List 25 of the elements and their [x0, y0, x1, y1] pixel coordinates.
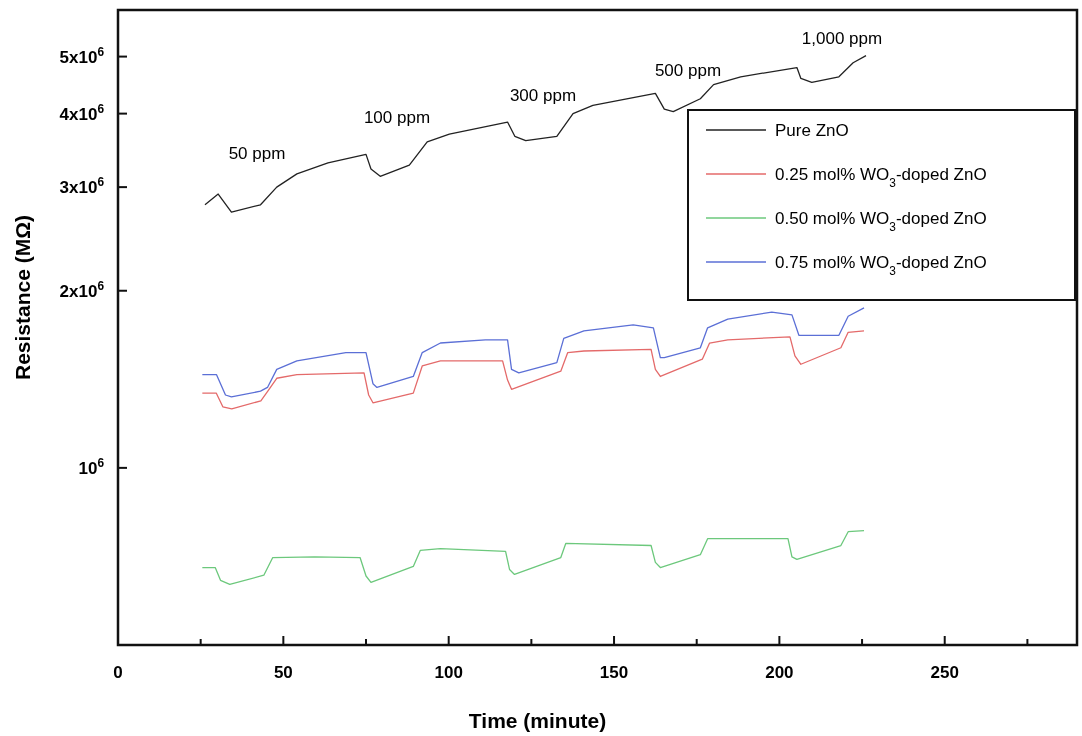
annotation: 1,000 ppm [801, 29, 883, 48]
y-axis-title: Resistance (MΩ) [11, 214, 34, 381]
y-tick-label: 2x10$^{6}$ [59, 278, 105, 301]
annotation: 300 ppm [509, 86, 577, 105]
line-series [201, 530, 865, 585]
annotation: 100 ppm [363, 108, 431, 127]
line-series [201, 307, 865, 398]
x-tick-label: 0 [113, 663, 123, 682]
legend-label: 0.50 mol% WO$_{3}$-doped ZnO [775, 209, 987, 234]
annotation: 50 ppm [228, 144, 286, 163]
y-tick-label: 3x10$^{6}$ [59, 175, 105, 198]
annotation: 500 ppm [654, 61, 722, 80]
legend-label: 0.75 mol% WO$_{3}$-doped ZnO [775, 253, 987, 278]
x-tick-label: 150 [599, 663, 629, 682]
x-tick-label: 100 [434, 663, 463, 682]
legend-label: 0.25 mol% WO$_{3}$-doped ZnO [775, 165, 987, 190]
x-tick-label: 250 [930, 663, 959, 682]
x-axis-title: Time (minute) [468, 709, 607, 732]
x-tick-label: 50 [273, 663, 293, 682]
x-tick-label: 200 [765, 663, 794, 682]
y-tick-label: 5x10$^{6}$ [59, 44, 105, 67]
legend-label: Pure ZnO [775, 121, 849, 140]
line-series [201, 330, 865, 410]
y-tick-label: 4x10$^{6}$ [59, 101, 105, 124]
y-tick-label: 10$^{6}$ [78, 455, 105, 478]
